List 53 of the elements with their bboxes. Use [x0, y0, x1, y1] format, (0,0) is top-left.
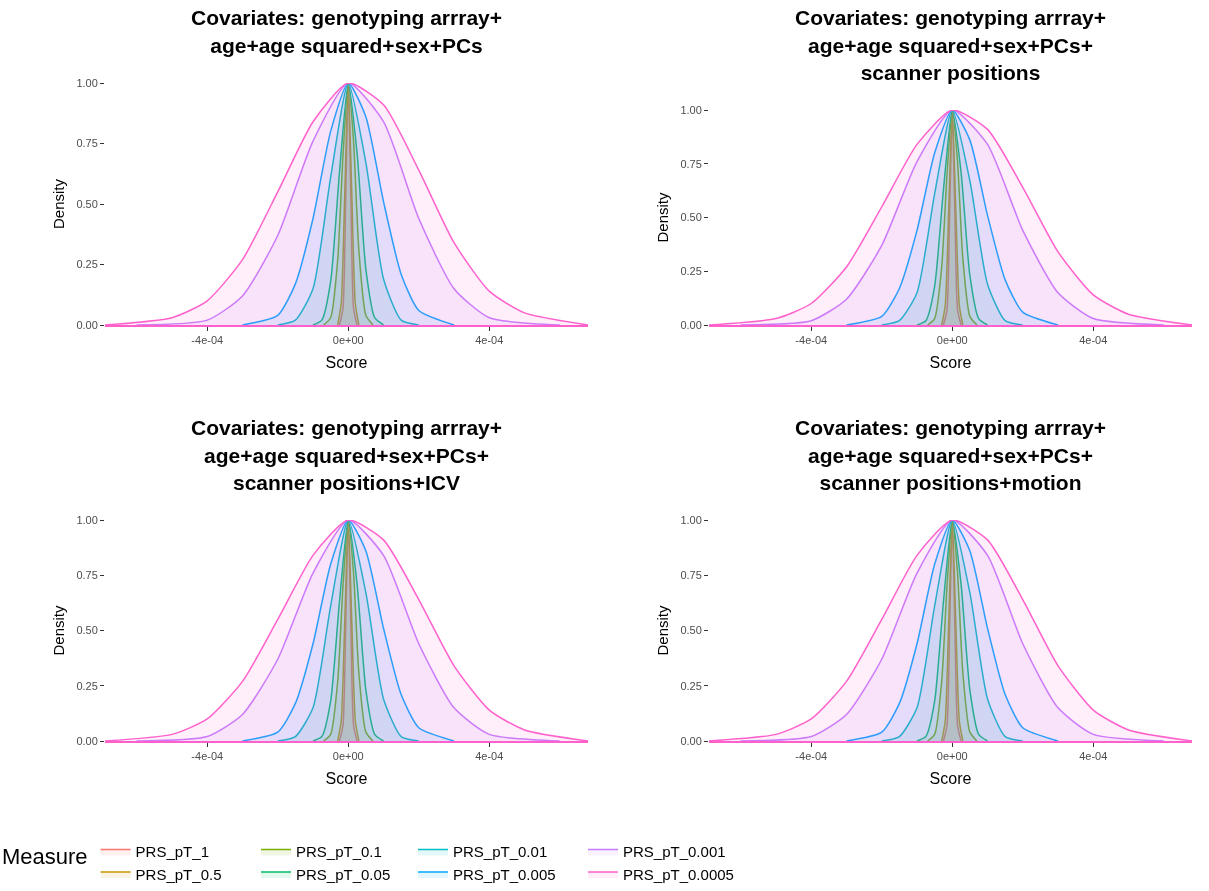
y-tick-label: 0.00: [76, 318, 98, 331]
y-tick-label: 0.75: [76, 137, 98, 150]
y-tick-label: 0.50: [76, 197, 98, 210]
legend-label: PRS_pT_0.0005: [623, 865, 734, 883]
y-tick-label: 0.25: [680, 265, 702, 278]
y-tick-label: 0.25: [680, 679, 702, 692]
y-tick-label: 0.25: [76, 679, 98, 692]
y-axis-title: Density: [653, 192, 671, 243]
legend-label: PRS_pT_0.005: [453, 865, 556, 883]
y-tick-label: 0.00: [680, 734, 702, 747]
legend-label: PRS_pT_1: [135, 843, 209, 861]
x-axis-title: Score: [325, 354, 368, 372]
y-axis-title: Density: [653, 605, 671, 656]
x-tick-label: 0e+00: [936, 749, 968, 762]
x-tick-label: 0e+00: [332, 333, 364, 346]
x-tick-label: -4e-04: [191, 333, 224, 346]
chart-title: Covariates: genotyping arrray+ age+age squared+sex+PCs+ scanner positions: [794, 6, 1107, 84]
x-tick-label: 4e-04: [1079, 333, 1108, 346]
y-tick-label: 1.00: [680, 103, 702, 116]
y-tick-label: 0.75: [680, 569, 702, 582]
y-tick-label: 0.50: [680, 624, 702, 637]
x-tick-label: -4e-04: [795, 333, 828, 346]
legend-label: PRS_pT_0.01: [453, 843, 548, 861]
x-tick-label: 4e-04: [475, 333, 504, 346]
x-axis-title: Score: [929, 354, 972, 372]
legend-label: PRS_pT_0.05: [296, 865, 391, 883]
x-axis-title: Score: [325, 770, 368, 788]
x-axis-title: Score: [929, 770, 972, 788]
legend-label: PRS_pT_0.5: [135, 865, 222, 883]
y-tick-label: 0.00: [76, 734, 98, 747]
x-tick-label: -4e-04: [795, 749, 828, 762]
x-tick-label: 4e-04: [1079, 749, 1108, 762]
y-tick-label: 0.25: [76, 258, 98, 271]
x-tick-label: 0e+00: [332, 749, 364, 762]
y-tick-label: 0.50: [76, 624, 98, 637]
x-tick-label: 4e-04: [475, 749, 504, 762]
y-tick-label: 0.75: [680, 157, 702, 170]
y-tick-label: 0.50: [680, 211, 702, 224]
x-tick-label: 0e+00: [936, 333, 968, 346]
y-axis-title: Density: [49, 178, 67, 230]
x-tick-label: -4e-04: [191, 749, 224, 762]
y-tick-label: 1.00: [680, 513, 702, 526]
legend-label: PRS_pT_0.1: [296, 843, 382, 861]
chart-title: Covariates: genotyping arrray+ age+age squared+sex+PCs: [190, 6, 503, 57]
chart-title: Covariates: genotyping arrray+ age+age squared+sex+PCs+ scanner positions+ICV: [190, 416, 503, 494]
y-tick-label: 0.00: [680, 318, 702, 331]
chart-title: Covariates: genotyping arrray+ age+age squared+sex+PCs+ scanner positions+motion: [794, 416, 1107, 494]
y-tick-label: 1.00: [76, 76, 98, 89]
y-tick-label: 0.75: [76, 569, 98, 582]
y-axis-title: Density: [49, 605, 67, 656]
legend-title: Measure: [2, 843, 88, 869]
legend-label: PRS_pT_0.001: [623, 843, 726, 861]
y-tick-label: 1.00: [76, 513, 98, 526]
